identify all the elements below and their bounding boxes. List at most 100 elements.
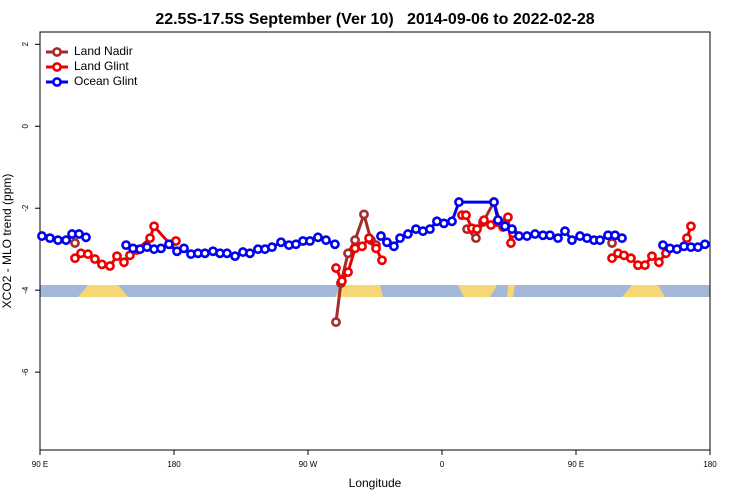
point (105, 261, 115, 271)
point (607, 253, 617, 264)
point (357, 241, 367, 252)
point (90, 254, 100, 264)
point (267, 242, 277, 253)
chart-title: 22.5S-17.5S September (Ver 10) 2014-09-0… (155, 11, 594, 28)
point (403, 229, 413, 239)
point (337, 276, 347, 287)
point (493, 215, 503, 225)
point (472, 224, 482, 235)
point (112, 251, 122, 262)
point (506, 238, 516, 248)
point (179, 243, 189, 254)
point (145, 233, 155, 244)
point (70, 253, 80, 264)
point (503, 212, 513, 223)
point (164, 239, 174, 250)
point (647, 251, 657, 262)
point (149, 221, 159, 232)
point (454, 197, 464, 207)
point (222, 248, 232, 259)
point (330, 239, 340, 250)
point (700, 239, 710, 250)
point (321, 235, 331, 246)
legend-label: Land Glint (74, 59, 129, 73)
land-ocean-strip (40, 285, 710, 297)
y-tick-label: -4 (21, 286, 30, 294)
legend-label: Ocean Glint (74, 74, 138, 88)
x-tick-label: 180 (167, 460, 181, 469)
point (377, 255, 387, 266)
point (447, 216, 457, 227)
point (276, 237, 286, 248)
point (507, 224, 517, 235)
point (522, 231, 532, 241)
x-tick-label: 180 (703, 460, 717, 469)
point (53, 235, 63, 246)
point (331, 263, 341, 273)
y-tick-label: 0 (21, 123, 30, 128)
legend-marker (52, 62, 62, 72)
point (156, 243, 166, 254)
point (343, 267, 353, 278)
point (305, 236, 315, 246)
point (461, 210, 471, 221)
point (359, 209, 369, 220)
point (70, 238, 80, 248)
point (245, 248, 255, 259)
point (313, 232, 323, 243)
land-patch (335, 285, 383, 297)
point (382, 237, 392, 248)
point (83, 249, 93, 260)
point (230, 251, 240, 262)
point (200, 248, 210, 259)
point (514, 231, 524, 241)
land-patch (78, 285, 128, 297)
point (389, 241, 399, 252)
point (439, 218, 449, 229)
legend-marker (52, 77, 62, 87)
point (81, 232, 91, 243)
x-tick-label: 90 E (32, 460, 48, 469)
point (530, 229, 540, 239)
y-tick-label: 2 (21, 42, 30, 47)
point (489, 197, 499, 207)
y-tick-label: -6 (21, 368, 30, 376)
point (607, 238, 617, 248)
point (364, 233, 374, 244)
point (97, 259, 107, 270)
point (471, 233, 481, 244)
point (617, 233, 627, 244)
point (37, 231, 47, 241)
y-tick-label: -2 (21, 204, 30, 212)
point (640, 260, 650, 271)
point (479, 215, 489, 225)
legend-marker (52, 47, 62, 57)
point (331, 317, 341, 328)
point (553, 233, 563, 244)
point (119, 257, 129, 268)
point (595, 235, 605, 246)
x-tick-label: 0 (440, 460, 445, 469)
point (567, 235, 577, 246)
plot-frame (39, 31, 711, 451)
point (626, 253, 636, 264)
point (560, 226, 570, 237)
point (376, 231, 386, 241)
point (61, 235, 71, 246)
point (682, 233, 692, 244)
point (343, 248, 353, 259)
legend-label: Land Nadir (74, 44, 133, 58)
x-tick-label: 90 W (299, 460, 318, 469)
land-patch (622, 285, 665, 297)
point (545, 230, 555, 241)
point (395, 233, 405, 244)
point (686, 221, 696, 232)
point (350, 235, 360, 246)
x-tick-label: 90 E (568, 460, 584, 469)
y-axis-label: XCO2 - MLO trend (ppm) (0, 174, 14, 309)
point (371, 243, 381, 254)
point (45, 233, 55, 244)
